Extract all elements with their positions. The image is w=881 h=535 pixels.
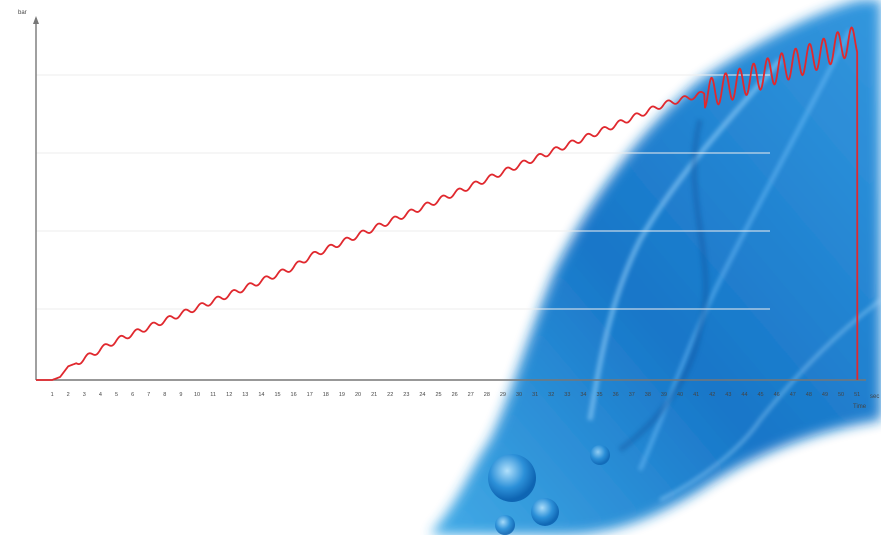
- x-tick-label: 51: [854, 392, 860, 398]
- water-splash-image: [430, 0, 881, 535]
- x-tick-label: 38: [645, 392, 651, 398]
- x-tick-label: 42: [709, 392, 715, 398]
- x-tick-label: 15: [274, 392, 280, 398]
- x-tick-label: 25: [435, 392, 441, 398]
- x-tick-label: 6: [131, 392, 134, 398]
- x-tick-label: 31: [532, 392, 538, 398]
- x-tick-label: 33: [564, 392, 570, 398]
- y-axis-label: bar: [18, 10, 27, 16]
- x-tick-label: 5: [115, 392, 118, 398]
- x-tick-label: 19: [339, 392, 345, 398]
- x-tick-label: 26: [452, 392, 458, 398]
- x-axis-unit: sec: [870, 394, 879, 400]
- x-tick-label: 40: [677, 392, 683, 398]
- x-tick-label: 27: [468, 392, 474, 398]
- x-tick-label: 17: [307, 392, 313, 398]
- x-tick-label: 21: [371, 392, 377, 398]
- axes: [33, 16, 866, 381]
- series-layer: [35, 26, 859, 381]
- x-tick-label: 43: [725, 392, 731, 398]
- x-tick-label: 2: [67, 392, 70, 398]
- x-tick-labels: 1 2 3 4 5 6 7 8 9 10 11 12 13 14 15 16 17 18 19 20 21 22 23 24 2…: [51, 392, 861, 398]
- x-tick-label: 18: [323, 392, 329, 398]
- x-tick-label: 36: [613, 392, 619, 398]
- x-tick-label: 8: [163, 392, 166, 398]
- x-tick-label: 30: [516, 392, 522, 398]
- x-tick-label: 47: [790, 392, 796, 398]
- x-tick-label: 39: [661, 392, 667, 398]
- x-tick-label: 1: [51, 392, 54, 398]
- x-tick-label: 48: [806, 392, 812, 398]
- x-tick-label: 34: [580, 392, 586, 398]
- x-tick-label: 45: [757, 392, 763, 398]
- x-tick-label: 23: [403, 392, 409, 398]
- x-tick-label: 16: [291, 392, 297, 398]
- x-tick-label: 22: [387, 392, 393, 398]
- x-tick-label: 29: [500, 392, 506, 398]
- x-tick-label: 3: [83, 392, 86, 398]
- y-axis-arrow: [33, 16, 39, 24]
- x-tick-label: 12: [226, 392, 232, 398]
- x-axis-label: Time: [853, 404, 867, 410]
- x-tick-label: 20: [355, 392, 361, 398]
- x-tick-label: 14: [258, 392, 264, 398]
- x-tick-label: 46: [774, 392, 780, 398]
- grid-lines: [36, 74, 770, 310]
- x-tick-label: 24: [419, 392, 425, 398]
- x-tick-label: 10: [194, 392, 200, 398]
- x-tick-label: 44: [741, 392, 747, 398]
- x-tick-label: 13: [242, 392, 248, 398]
- x-tick-label: 4: [99, 392, 102, 398]
- x-tick-label: 37: [629, 392, 635, 398]
- x-tick-label: 28: [484, 392, 490, 398]
- x-tick-label: 32: [548, 392, 554, 398]
- series-line: [35, 26, 859, 381]
- x-tick-label: 7: [147, 392, 150, 398]
- x-tick-label: 11: [210, 392, 216, 398]
- x-tick-label: 9: [179, 392, 182, 398]
- x-tick-label: 49: [822, 392, 828, 398]
- x-tick-label: 35: [596, 392, 602, 398]
- x-tick-label: 41: [693, 392, 699, 398]
- x-tick-label: 50: [838, 392, 844, 398]
